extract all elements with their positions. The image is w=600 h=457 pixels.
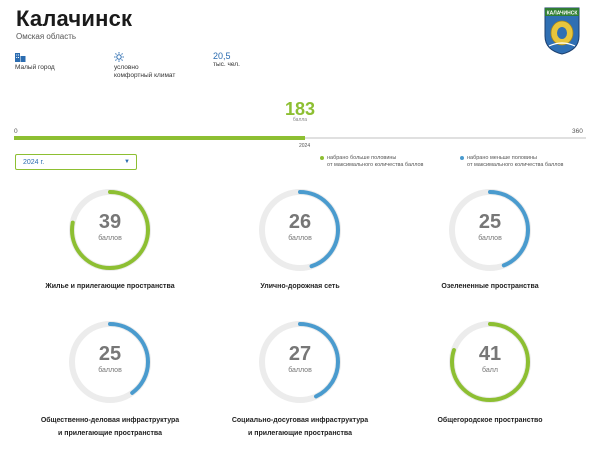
city-title: Калачинск: [16, 6, 133, 31]
category-label: Озелененные пространства: [395, 280, 585, 293]
buildings-icon: [15, 52, 55, 62]
param-population: 20,5 тыс. чел.: [213, 52, 240, 69]
total-score: 183: [284, 99, 316, 119]
score-progress-track: [14, 136, 586, 140]
category-score: 25: [98, 343, 122, 365]
category-label-line2: и прилегающие пространства: [248, 430, 352, 437]
ring-progress-arc: [450, 322, 530, 402]
ring-progress-arc: [450, 190, 530, 270]
region-name: Омская область: [16, 32, 77, 41]
category-ring: 27 баллов: [255, 317, 345, 407]
category-label-line1: Жилье и прилегающие пространства: [45, 283, 175, 290]
category-score-unit: баллов: [288, 235, 312, 242]
scale-min: 0: [14, 128, 18, 135]
category-score: 25: [478, 211, 502, 233]
score-progress-fill: [14, 136, 305, 140]
population-value: 20,5: [213, 51, 231, 61]
city-type-label: Малый город: [15, 64, 55, 71]
ring-chart: [69, 189, 151, 271]
category-label-line1: Общегородское пространство: [437, 417, 543, 424]
ring-chart: [259, 189, 341, 271]
ring-progress-arc: [260, 190, 340, 270]
svg-text:КАЛАЧИНСК: КАЛАЧИНСК: [547, 10, 579, 16]
coat-of-arms-icon: КАЛАЧИНСК: [544, 7, 580, 55]
category-score: 27: [288, 343, 312, 365]
ring-chart: [69, 321, 151, 403]
category-ring: 26 баллов: [255, 185, 345, 275]
category-score: 41: [478, 343, 502, 365]
ring-chart: [259, 321, 341, 403]
blue-dot-icon: [460, 156, 464, 160]
category-ring: 39 баллов: [65, 185, 155, 275]
population-unit: тыс. чел.: [213, 61, 240, 68]
category-label-line1: Озелененные пространства: [441, 283, 539, 290]
param-climate: условно комфортный климат: [114, 52, 175, 80]
category-ring: 41 балл: [445, 317, 535, 407]
scale-max: 360: [572, 128, 583, 135]
city-emblem: КАЛАЧИНСК: [543, 6, 581, 56]
category-score-unit: баллов: [98, 235, 122, 242]
category-score-unit: баллов: [478, 235, 502, 242]
category-score-unit: баллов: [288, 367, 312, 374]
ring-chart: [449, 321, 531, 403]
category-score-unit: баллов: [98, 367, 122, 374]
green-dot-icon: [320, 156, 324, 160]
ring-progress-arc: [70, 322, 150, 402]
category-label: Улично-дорожная сеть: [205, 280, 395, 293]
param-city-type: Малый город: [15, 52, 55, 72]
legend-more-half-line1: набрано больше половины: [327, 155, 397, 161]
year-select-value: 2024 г.: [23, 159, 45, 166]
category-ring: 25 баллов: [65, 317, 155, 407]
ring-progress-arc: [260, 322, 340, 402]
category-ring: 25 баллов: [445, 185, 535, 275]
category-label: Социально-досуговая инфраструктура и прил…: [205, 414, 395, 440]
legend-less-half: набрано меньше половины от максимального…: [460, 155, 564, 169]
category-score: 39: [98, 211, 122, 233]
legend-less-half-line1: набрано меньше половины: [467, 155, 537, 161]
category-label-line1: Общественно-деловая инфраструктура: [40, 417, 180, 424]
ring-progress-arc: [70, 190, 150, 270]
category-label-line2: и прилегающие пространства: [58, 430, 162, 437]
category-label: Общественно-деловая инфраструктура и прил…: [15, 414, 205, 440]
legend-more-half-line2: от максимального количества баллов: [327, 162, 424, 168]
legend-more-half: набрано больше половины от максимального…: [320, 155, 424, 169]
year-marker: 2024: [299, 143, 311, 149]
ring-chart: [449, 189, 531, 271]
sun-icon: [114, 52, 175, 62]
category-label-line1: Социально-досуговая инфраструктура: [231, 417, 369, 424]
category-label: Жилье и прилегающие пространства: [15, 280, 205, 293]
category-score: 26: [288, 211, 312, 233]
legend-less-half-line2: от максимального количества баллов: [467, 162, 564, 168]
climate-label-1: условно: [114, 64, 139, 71]
category-score-unit: балл: [482, 367, 498, 374]
climate-label-2: комфортный климат: [114, 72, 176, 79]
dropdown-arrow-icon: ▼: [124, 159, 130, 165]
year-select[interactable]: 2024 г. ▼: [15, 154, 137, 170]
total-score-unit: балла: [292, 117, 308, 123]
category-label-line1: Улично-дорожная сеть: [260, 283, 340, 290]
category-label: Общегородское пространство: [395, 414, 585, 427]
